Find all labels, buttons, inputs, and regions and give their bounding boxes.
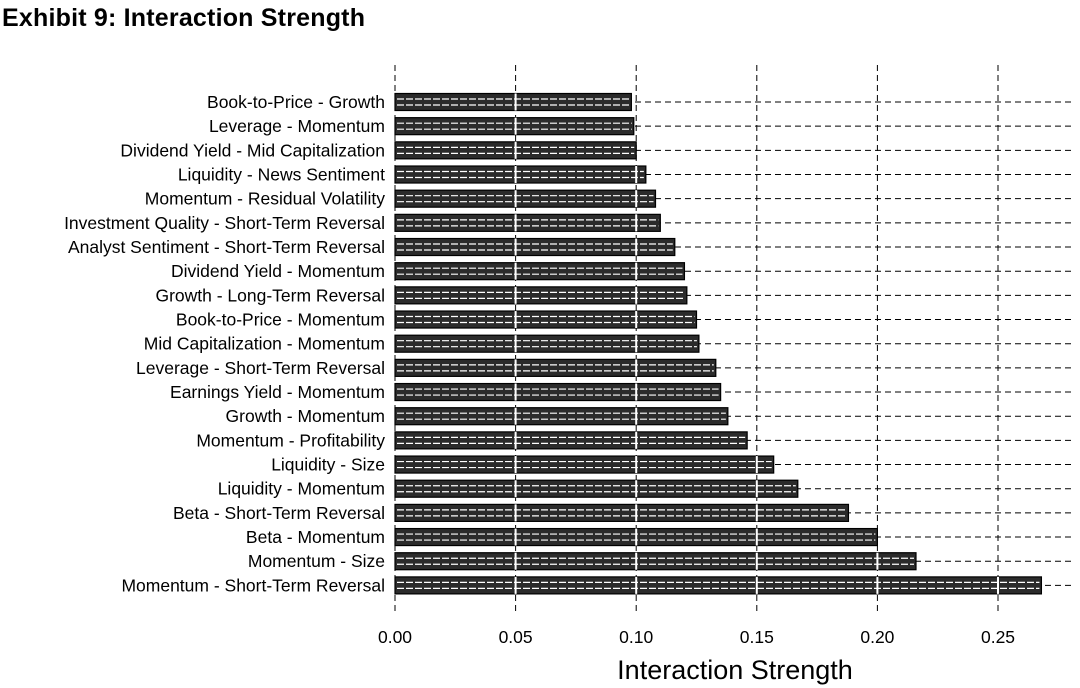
bar (394, 455, 775, 474)
x-axis-tick-labels: 0.00 0.05 0.10 0.15 0.20 0.25 (378, 627, 1015, 647)
bar (394, 262, 686, 281)
bar (394, 334, 700, 353)
bar (394, 358, 717, 377)
bar (394, 237, 676, 257)
y-axis-label: Book-to-Price - Momentum (176, 310, 385, 330)
bar (394, 213, 661, 232)
y-axis-label: Liquidity - Momentum (218, 479, 385, 499)
bar (394, 552, 917, 571)
y-axis-label: Earnings Yield - Momentum (170, 382, 385, 402)
bar (394, 479, 799, 498)
y-axis-label: Beta - Momentum (246, 527, 385, 547)
y-axis-label: Momentum - Residual Volatility (145, 189, 385, 209)
y-axis-label: Growth - Long-Term Reversal (155, 285, 385, 305)
bar (394, 576, 1043, 595)
y-axis-label: Growth - Momentum (226, 406, 385, 426)
bar (394, 92, 632, 112)
y-axis-label: Dividend Yield - Momentum (171, 261, 385, 281)
y-axis-labels: Book-to-Price - Growth Leverage - Momentu… (64, 92, 385, 595)
x-tick-label: 0.15 (740, 627, 774, 647)
y-axis-label: Analyst Sentiment - Short-Term Reversal (68, 237, 385, 257)
y-axis-label: Momentum - Short-Term Reversal (121, 575, 385, 595)
y-axis-label: Dividend Yield - Mid Capitalization (120, 140, 385, 160)
y-axis-label: Mid Capitalization - Momentum (144, 334, 385, 354)
bars (394, 92, 1043, 595)
y-axis-label: Book-to-Price - Growth (207, 92, 385, 112)
bar (394, 165, 647, 184)
bar (394, 189, 657, 208)
y-axis-label: Leverage - Momentum (209, 116, 385, 136)
bar (394, 431, 748, 450)
y-axis-label: Liquidity - Size (271, 455, 385, 475)
y-axis-label: Liquidity - News Sentiment (178, 165, 385, 185)
bar (394, 141, 637, 160)
bar (394, 382, 722, 402)
x-axis-label: Interaction Strength (617, 655, 853, 685)
y-axis-label: Beta - Short-Term Reversal (173, 503, 385, 523)
bar (394, 310, 698, 329)
x-tick-label: 0.00 (378, 627, 412, 647)
bar (394, 407, 729, 426)
x-tick-label: 0.20 (860, 627, 894, 647)
bar (394, 286, 688, 305)
x-tick-label: 0.10 (619, 627, 653, 647)
x-tick-label: 0.25 (981, 627, 1015, 647)
bar (394, 117, 635, 136)
y-axis-label: Investment Quality - Short-Term Reversal (64, 213, 385, 233)
bar (394, 503, 850, 522)
y-axis-label: Momentum - Profitability (196, 430, 385, 450)
bar (394, 527, 878, 547)
y-axis-label: Momentum - Size (248, 551, 385, 571)
chart-title: Exhibit 9: Interaction Strength (2, 4, 366, 32)
y-axis-label: Leverage - Short-Term Reversal (136, 358, 385, 378)
x-tick-label: 0.05 (499, 627, 533, 647)
